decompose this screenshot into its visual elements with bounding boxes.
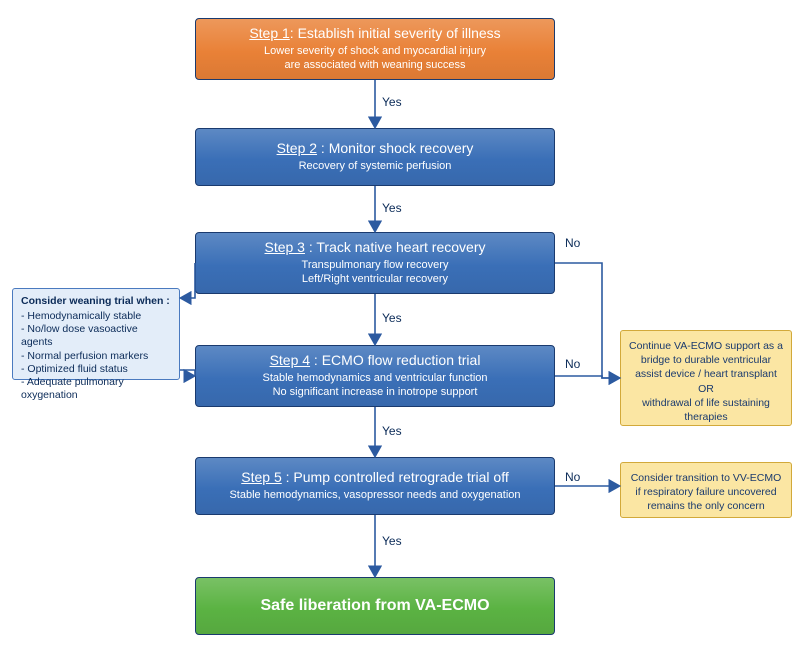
edge-label-yes: Yes xyxy=(382,201,402,215)
step3-title-underline: Step 3 xyxy=(264,239,304,255)
edge-label-yes: Yes xyxy=(382,95,402,109)
step3-box: Step 3 : Track native heart recovery Tra… xyxy=(195,232,555,294)
step4-box: Step 4 : ECMO flow reduction trial Stabl… xyxy=(195,345,555,407)
step5-title-underline: Step 5 xyxy=(241,469,281,485)
step4-title-underline: Step 4 xyxy=(270,352,310,368)
criteria-item: - No/low dose vasoactive agents xyxy=(21,323,171,349)
final-title: Safe liberation from VA-ECMO xyxy=(260,597,489,615)
step5-box: Step 5 : Pump controlled retrograde tria… xyxy=(195,457,555,515)
step4-title: Step 4 : ECMO flow reduction trial xyxy=(270,352,481,368)
criteria-item: - Normal perfusion markers xyxy=(21,350,171,363)
criteria-item: - Hemodynamically stable xyxy=(21,310,171,323)
final-box: Safe liberation from VA-ECMO xyxy=(195,577,555,635)
edge-label-yes: Yes xyxy=(382,534,402,548)
vv-ecmo-box: Consider transition to VV-ECMO if respir… xyxy=(620,462,792,518)
step1-title-underline: Step 1 xyxy=(249,25,289,41)
step3-title: Step 3 : Track native heart recovery xyxy=(264,239,485,255)
step2-title-rest: : Monitor shock recovery xyxy=(317,140,473,156)
step2-box: Step 2 : Monitor shock recovery Recovery… xyxy=(195,128,555,186)
weaning-criteria-box: Consider weaning trial when : - Hemodyna… xyxy=(12,288,180,380)
step1-box: Step 1: Establish initial severity of il… xyxy=(195,18,555,80)
step2-title-underline: Step 2 xyxy=(277,140,317,156)
step5-title-rest: : Pump controlled retrograde trial off xyxy=(282,469,509,485)
edge-label-yes: Yes xyxy=(382,311,402,325)
step5-title: Step 5 : Pump controlled retrograde tria… xyxy=(241,469,508,485)
step4-title-rest: : ECMO flow reduction trial xyxy=(310,352,480,368)
edge-label-yes: Yes xyxy=(382,424,402,438)
edge-label-no: No xyxy=(565,357,580,371)
step1-title-rest: : Establish initial severity of illness xyxy=(290,25,501,41)
no-recovery-box: Continue VA-ECMO support as a bridge to … xyxy=(620,330,792,426)
step2-sub: Recovery of systemic perfusion xyxy=(299,160,452,174)
criteria-header: Consider weaning trial when : xyxy=(21,295,171,308)
step3-title-rest: : Track native heart recovery xyxy=(305,239,486,255)
step3-sub: Transpulmonary flow recoveryLeft/Right v… xyxy=(302,259,449,287)
step4-sub: Stable hemodynamics and ventricular func… xyxy=(262,372,487,400)
step5-sub: Stable hemodynamics, vasopressor needs a… xyxy=(229,489,520,503)
step2-title: Step 2 : Monitor shock recovery xyxy=(277,140,474,156)
criteria-item: - Optimized fluid status xyxy=(21,363,171,376)
step1-sub: Lower severity of shock and myocardial i… xyxy=(264,45,486,73)
edge-label-no: No xyxy=(565,236,580,250)
step1-title: Step 1: Establish initial severity of il… xyxy=(249,25,500,41)
criteria-item: - Adequate pulmonary oxygenation xyxy=(21,376,171,402)
edge-label-no: No xyxy=(565,470,580,484)
